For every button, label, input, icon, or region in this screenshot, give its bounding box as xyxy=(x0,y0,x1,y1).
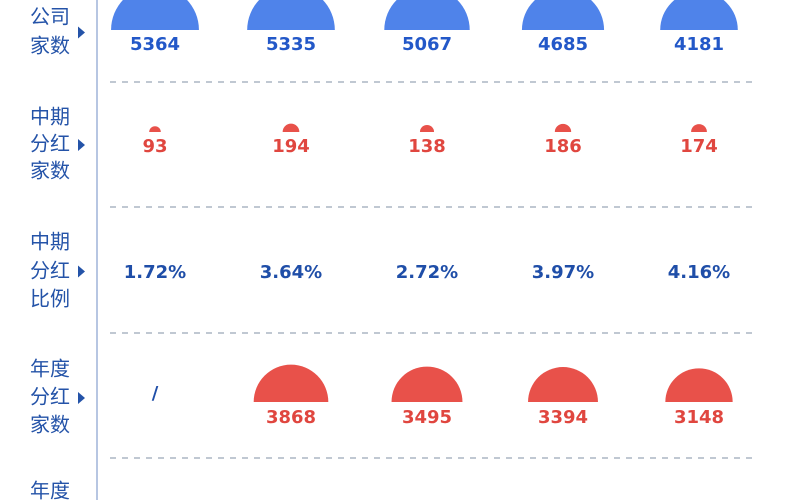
value-label: 4181 xyxy=(674,34,724,55)
value-label: 194 xyxy=(272,136,310,157)
value-label: 3148 xyxy=(674,407,724,428)
value-label: 3495 xyxy=(402,407,452,428)
row-label: 分红 xyxy=(30,385,70,409)
semicircle xyxy=(253,364,329,402)
value-label: 3868 xyxy=(266,407,316,428)
semicircle xyxy=(111,0,199,30)
value-label: 186 xyxy=(544,136,582,157)
arrow xyxy=(78,26,85,39)
row-label: 比例 xyxy=(30,287,70,311)
value-label: 138 xyxy=(408,136,446,157)
row-label: 中期 xyxy=(30,230,70,254)
semicircle xyxy=(391,366,463,402)
value-label: 5067 xyxy=(402,34,452,55)
value-label: 174 xyxy=(680,136,718,157)
row-label: 公司 xyxy=(30,5,70,29)
semicircle xyxy=(282,123,300,132)
semicircle xyxy=(528,367,598,402)
semicircle xyxy=(660,0,738,30)
value-label: 4.16% xyxy=(668,262,730,283)
value-label: 2.72% xyxy=(396,262,458,283)
row-label: 家数 xyxy=(30,34,70,58)
value-label: / xyxy=(152,383,159,404)
row-label: 分红 xyxy=(30,259,70,283)
arrow xyxy=(78,265,85,278)
row-label: 年度 xyxy=(30,479,70,500)
row-label: 家数 xyxy=(30,413,70,437)
value-label: 4685 xyxy=(538,34,588,55)
semicircle xyxy=(554,123,572,132)
value-label: 93 xyxy=(142,136,167,157)
row-label: 家数 xyxy=(30,159,70,183)
row-label: 年度 xyxy=(30,357,70,381)
semicircle xyxy=(247,0,335,30)
semicircle xyxy=(665,368,733,402)
row-label: 分红 xyxy=(30,132,70,156)
value-label: 5364 xyxy=(130,34,180,55)
value-label: 3.64% xyxy=(260,262,322,283)
arrow xyxy=(78,139,85,151)
value-label: 5335 xyxy=(266,34,316,55)
value-label: 3394 xyxy=(538,407,588,428)
arrow xyxy=(78,392,85,404)
semicircle xyxy=(691,124,707,132)
row-label: 中期 xyxy=(30,105,70,129)
semicircle xyxy=(521,0,605,30)
semicircle xyxy=(384,0,470,30)
value-label: 3.97% xyxy=(532,262,594,283)
semicircle xyxy=(419,124,435,132)
value-label: 1.72% xyxy=(124,262,186,283)
semicircle xyxy=(149,126,161,132)
